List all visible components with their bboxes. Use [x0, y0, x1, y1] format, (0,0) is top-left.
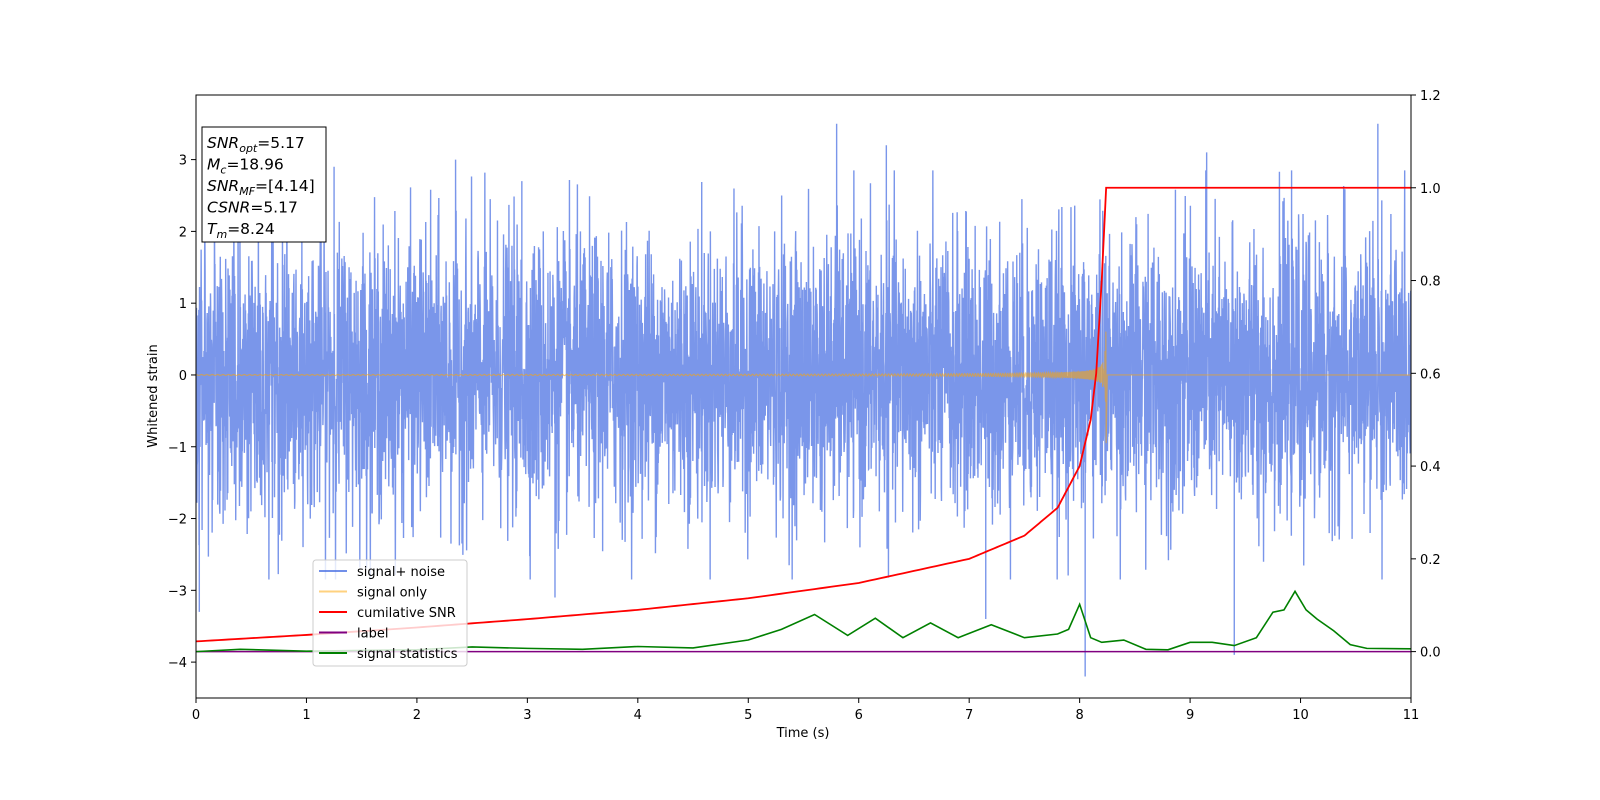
- info-box-entry: Tm=8.24: [207, 220, 275, 241]
- x-axis-label: Time (s): [776, 726, 830, 741]
- legend-entry-label: signal only: [357, 586, 427, 601]
- x-tick-label: 7: [965, 708, 973, 723]
- x-tick-label: 4: [634, 708, 642, 723]
- legend: signal+ noise signal only cumilative SNR la…: [312, 559, 468, 667]
- y-tick-label: 3: [179, 154, 187, 169]
- x-tick-label: 8: [1075, 708, 1083, 723]
- legend-entry-label: signal statistics: [357, 647, 458, 662]
- x-tick-label: 9: [1186, 708, 1194, 723]
- info-box-entry: SNRopt=5.17: [207, 134, 305, 155]
- y2-tick-label: 0.2: [1420, 553, 1441, 568]
- y2-tick-label: 1.2: [1420, 89, 1441, 104]
- y-axis-left: 3 2 1 0 −1 −2 −3 −4: [168, 154, 196, 671]
- legend-entry-label: cumilative SNR: [357, 606, 456, 621]
- x-tick-label: 0: [192, 708, 200, 723]
- y2-tick-label: 0.4: [1420, 460, 1441, 475]
- y-tick-label: −1: [168, 441, 187, 456]
- x-axis: 0 1 2 3 4 5 6 7 8 9 10 11: [192, 698, 1419, 723]
- legend-entry-label: label: [357, 627, 388, 642]
- legend-entry-label: signal+ noise: [357, 565, 445, 580]
- x-tick-label: 5: [744, 708, 752, 723]
- info-box: SNRopt=5.17Mc=18.96SNRMF=[4.14]CSNR=5.17…: [201, 126, 327, 243]
- info-box-entry: SNRMF=[4.14]: [207, 177, 315, 198]
- x-tick-label: 1: [302, 708, 310, 723]
- legend-frame: [312, 559, 468, 667]
- y-tick-label: 1: [179, 297, 187, 312]
- y2-tick-label: 1.0: [1420, 182, 1441, 197]
- y-axis-label: Whitened strain: [146, 344, 161, 447]
- y-axis-right: 1.2 1.0 0.8 0.6 0.4 0.2 0.0: [1411, 89, 1441, 661]
- x-tick-label: 6: [855, 708, 863, 723]
- x-tick-label: 2: [413, 708, 421, 723]
- series-signal-statistics-line: [196, 589, 1411, 653]
- y-tick-label: −4: [168, 656, 187, 671]
- x-tick-label: 10: [1292, 708, 1309, 723]
- y-tick-label: 2: [179, 225, 187, 240]
- y2-tick-label: 0.8: [1420, 275, 1441, 290]
- y-tick-label: −3: [168, 584, 187, 599]
- y-tick-label: 0: [179, 369, 187, 384]
- axes-frame: [195, 94, 1412, 699]
- y-tick-label: −2: [168, 513, 187, 528]
- info-box-entry: CSNR=5.17: [207, 199, 298, 217]
- x-tick-label: 11: [1403, 708, 1420, 723]
- series-cumulative-snr-line: [196, 186, 1411, 643]
- y2-tick-label: 0.6: [1420, 367, 1441, 382]
- x-tick-label: 3: [523, 708, 531, 723]
- info-box-frame: [201, 126, 327, 243]
- y2-tick-label: 0.0: [1420, 646, 1441, 661]
- info-box-entry: Mc=18.96: [207, 156, 284, 177]
- series-signal-only-line: [196, 331, 1411, 444]
- series-signal-noise-line: [196, 123, 1411, 677]
